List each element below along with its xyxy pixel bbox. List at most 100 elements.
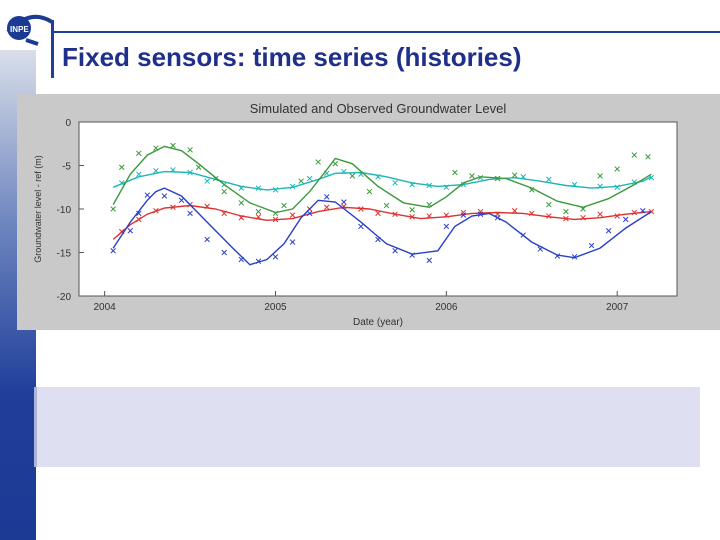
- simulated-line: [112, 145, 652, 214]
- observed-point: [332, 161, 339, 167]
- observed-point: [511, 207, 518, 214]
- observed-point: [383, 202, 390, 209]
- observed-point: [204, 203, 210, 210]
- series-0: [112, 167, 655, 193]
- observed-point: [443, 223, 450, 230]
- observed-point: [272, 210, 279, 217]
- x-axis-label: Date (year): [353, 317, 403, 328]
- observed-point: [614, 166, 620, 172]
- observed-point: [631, 152, 638, 158]
- chart-panel: Simulated and Observed Groundwater Level…: [17, 94, 720, 330]
- observed-point: [580, 214, 586, 221]
- observed-point: [409, 214, 415, 220]
- series-1: [110, 142, 652, 217]
- observed-point: [443, 184, 450, 191]
- y-axis: 0 -5 -10 -15 -20: [57, 118, 84, 303]
- observed-point: [153, 207, 159, 214]
- observed-point: [597, 211, 603, 217]
- simulated-line: [112, 187, 652, 266]
- observed-point: [136, 171, 142, 177]
- y-tick-label: -10: [57, 205, 72, 216]
- observed-point: [315, 159, 321, 165]
- x-axis: 2004 2005 2006 2007: [94, 291, 629, 313]
- observed-point: [323, 204, 330, 211]
- observed-point: [221, 210, 227, 217]
- observed-point: [195, 164, 202, 170]
- observed-point: [392, 180, 398, 186]
- simulated-line: [112, 170, 652, 191]
- observed-point: [349, 173, 356, 179]
- observed-point: [614, 213, 620, 219]
- title-rule-horizontal: [51, 31, 720, 33]
- observed-point: [255, 185, 262, 191]
- observed-point: [546, 201, 552, 208]
- observed-point: [178, 197, 185, 204]
- observed-point: [221, 249, 227, 256]
- observed-point: [648, 174, 655, 181]
- observed-point: [238, 256, 245, 263]
- simulated-line: [112, 204, 652, 240]
- observed-point: [289, 183, 296, 190]
- observed-point: [289, 239, 296, 245]
- observed-point: [118, 180, 125, 186]
- observed-point: [409, 207, 415, 213]
- observed-point: [323, 194, 330, 200]
- observed-point: [110, 248, 116, 254]
- observed-point: [571, 254, 578, 260]
- observed-point: [597, 173, 603, 179]
- observed-point: [170, 204, 176, 211]
- observed-point: [204, 236, 210, 243]
- observed-point: [272, 254, 279, 260]
- observed-point: [118, 164, 125, 170]
- observed-point: [563, 215, 569, 222]
- logo-text: INPE: [10, 25, 29, 34]
- observed-point: [255, 214, 262, 220]
- chart-title: Simulated and Observed Groundwater Level: [250, 101, 507, 116]
- observed-point: [452, 169, 458, 176]
- observed-point: [537, 246, 544, 252]
- title-rule-vertical: [51, 20, 54, 78]
- observed-point: [187, 147, 193, 153]
- observed-point: [511, 172, 518, 178]
- observed-point: [392, 248, 398, 254]
- observed-point: [212, 175, 219, 182]
- observed-point: [640, 207, 646, 214]
- observed-point: [392, 211, 398, 217]
- observed-point: [426, 201, 433, 208]
- y-tick-label: -20: [57, 292, 72, 303]
- observed-point: [460, 212, 467, 218]
- observed-point: [341, 168, 347, 175]
- observed-point: [546, 213, 552, 219]
- x-tick-label: 2004: [94, 302, 117, 313]
- observed-point: [477, 174, 484, 181]
- y-tick-label: -5: [62, 162, 71, 173]
- observed-point: [153, 167, 159, 174]
- observed-point: [255, 208, 262, 215]
- plot-area: [78, 121, 678, 297]
- observed-point: [281, 202, 287, 209]
- observed-point: [588, 242, 595, 249]
- observed-point: [238, 185, 245, 191]
- y-tick-label: 0: [65, 118, 71, 129]
- observed-point: [272, 216, 279, 223]
- x-tick-label: 2007: [606, 302, 629, 313]
- observed-point: [170, 167, 176, 173]
- observed-point: [597, 183, 603, 190]
- observed-point: [645, 154, 651, 160]
- observed-point: [563, 208, 569, 215]
- observed-point: [631, 209, 638, 216]
- inpe-logo: INPE: [6, 14, 54, 46]
- observed-point: [622, 216, 629, 223]
- observed-point: [272, 187, 279, 193]
- y-axis-label: Groundwater level - ref (m): [33, 155, 43, 263]
- series-layer: [110, 142, 655, 266]
- observed-point: [477, 211, 484, 217]
- observed-point: [289, 212, 296, 218]
- observed-point: [187, 210, 193, 217]
- observed-point: [409, 181, 415, 188]
- observed-point: [494, 214, 501, 221]
- observed-point: [136, 216, 142, 223]
- observed-point: [520, 232, 526, 238]
- observed-point: [605, 227, 612, 234]
- observed-point: [443, 212, 450, 218]
